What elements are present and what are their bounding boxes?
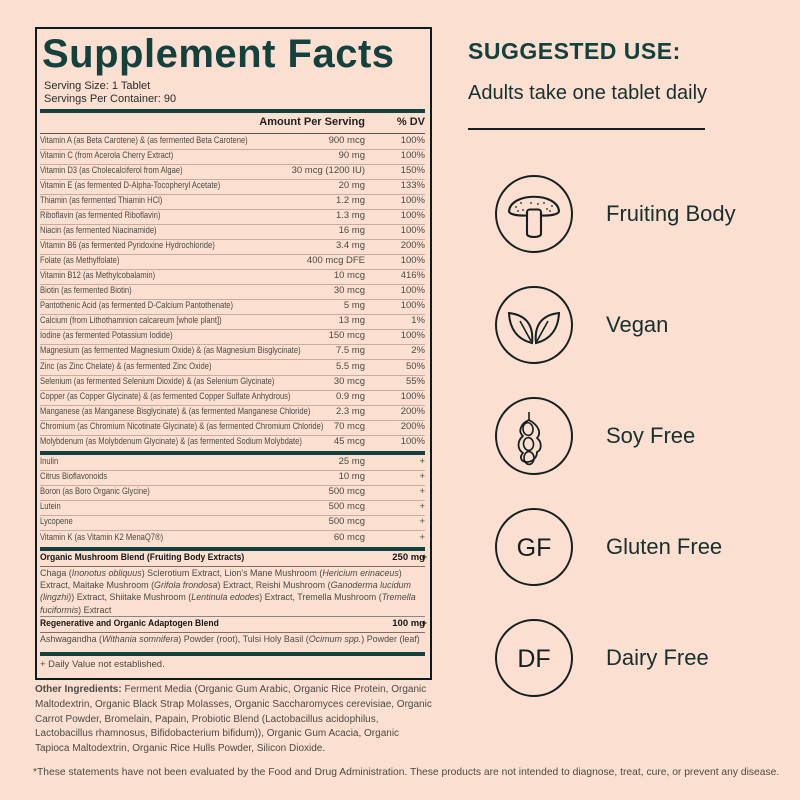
svg-text:GF: GF	[517, 534, 552, 562]
svg-text:DF: DF	[517, 645, 550, 673]
